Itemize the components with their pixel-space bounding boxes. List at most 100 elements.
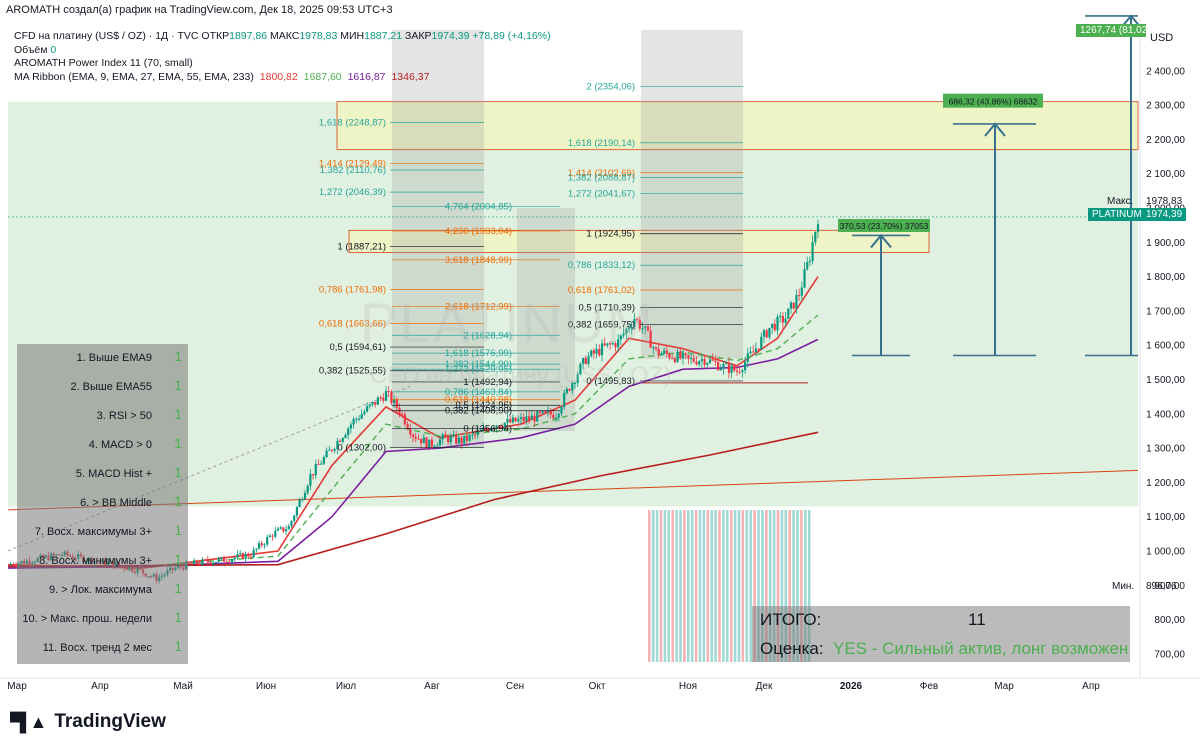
candle-body [757,348,760,350]
ma-ribbon-row[interactable]: MA Ribbon (EMA, 9, EMA, 27, EMA, 55, EMA… [14,71,551,85]
volume-bar [663,510,667,662]
low-value: 1887,21 [364,30,403,42]
price-tick-label: 1 600,00 [1146,341,1185,352]
time-tick-label: Май [173,681,193,692]
candle-body [519,417,523,420]
tradingview-brand[interactable]: ▀▌▲ TradingView [10,711,166,733]
checklist-item-label: 9. > Лок. максимума [49,584,152,596]
candle-body [374,401,377,405]
time-tick-label: 2026 [840,681,863,692]
candle-body [482,428,485,431]
candle-body [290,520,293,527]
min-value: 896,76 [1146,581,1177,592]
candle-body [749,351,752,354]
candle-body [190,563,193,565]
candle-body [546,411,550,413]
candle-body [600,343,604,356]
candle-body [276,528,280,531]
candle-body [387,391,390,393]
rating-label: Оценка: [760,639,824,658]
checklist-item: 3. RSI > 50 1 [17,402,188,431]
chart-legend: CFD на платину (US$ / OZ) · 1Д · TVC ОТК… [14,30,551,84]
time-tick-label: Апр [1082,681,1100,692]
tradingview-logo-icon: ▀▌▲ [10,711,47,732]
price-tick-label: 1 300,00 [1146,444,1185,455]
volume-value: 0 [50,43,57,56]
candle-body [787,308,790,319]
fib-level-label: 1,272 (2046,39) [319,187,386,198]
candle-body [187,562,190,564]
checklist-item-value: 1 [174,435,182,451]
candle-body [239,553,242,555]
volume-bar [776,510,780,662]
candle-body [322,457,325,464]
fib-level-label: 0,618 (1761,02) [568,285,635,296]
candle-body [646,326,649,331]
candle-body [706,363,709,365]
checklist-item-label: 3. RSI > 50 [96,410,152,422]
candle-body [417,438,420,440]
price-tick-label: 1 700,00 [1146,306,1185,317]
candle-body [679,351,682,359]
candle-body [303,492,307,500]
time-tick-label: Авг [424,681,440,692]
candle-body [622,333,625,336]
candle-body [457,437,460,444]
candle-body [733,365,736,371]
candle-body [565,388,568,393]
candle-body [649,330,652,348]
candle-body [390,391,393,404]
candle-body [530,415,533,420]
candle-body [784,318,787,323]
summary-panel: ИТОГО: 11 Оценка: YES - Сильный актив, л… [752,606,1130,662]
current-symbol-tag[interactable]: PLATINUM [1088,208,1146,221]
candle-body [428,439,431,448]
candle-body [760,336,763,350]
candle-body [204,559,207,561]
open-label: ОТКР [201,30,230,42]
current-price-tag[interactable]: 1974,39 [1142,208,1187,221]
candle-body [201,559,204,565]
power-index-row[interactable]: AROMATH Power Index 11 (70, small) [14,57,551,71]
volume-bar [733,510,737,662]
fib-range-shade [641,30,743,359]
fib-level-label: 0,382 (1408,90) [445,406,512,417]
volume-bar [651,510,655,662]
volume-row[interactable]: Объём 0 [14,44,551,58]
ema-line-4[interactable] [7,431,819,568]
currency-label[interactable]: USD [1150,32,1174,44]
fib-level-label: 0,618 (1440,98) [445,395,512,406]
candle-body [411,434,415,437]
trend-line[interactable] [7,469,1139,511]
max-label: Макс. [1107,196,1134,207]
candle-body [673,358,676,362]
fib-level-label: 4,764 (2004,85) [445,201,512,212]
time-tick-label: Окт [589,681,606,692]
candle-body [514,417,517,422]
candle-body [663,350,666,354]
fib-level-label: 0 (1356,94) [463,424,512,435]
fib-level-label: 1,382 (2110,76) [320,165,386,176]
checklist-item-value: 1 [174,551,182,567]
candle-body [544,411,547,413]
candle-body [487,429,490,432]
candle-body [406,424,409,430]
candle-body [636,318,639,320]
candle-body [776,316,779,331]
candle-body [644,326,647,329]
candle-body [541,411,544,414]
candle-body [730,365,733,373]
candle-body [474,434,477,436]
candle-body [536,411,539,422]
symbol-row[interactable]: CFD на платину (US$ / OZ) · 1Д · TVC ОТК… [14,30,551,44]
candle-body [711,359,714,361]
time-tick-label: Дек [756,681,773,692]
checklist-panel: 1. Выше EMA9 1 2. Выше EMA55 1 3. RSI > 50 1 4… [17,344,188,664]
candle-body [568,388,571,391]
candle-body [641,328,644,330]
candle-body [609,343,612,345]
checklist-item-value: 1 [174,522,182,538]
volume-bar [710,510,713,662]
ema-line-2[interactable] [8,314,819,568]
